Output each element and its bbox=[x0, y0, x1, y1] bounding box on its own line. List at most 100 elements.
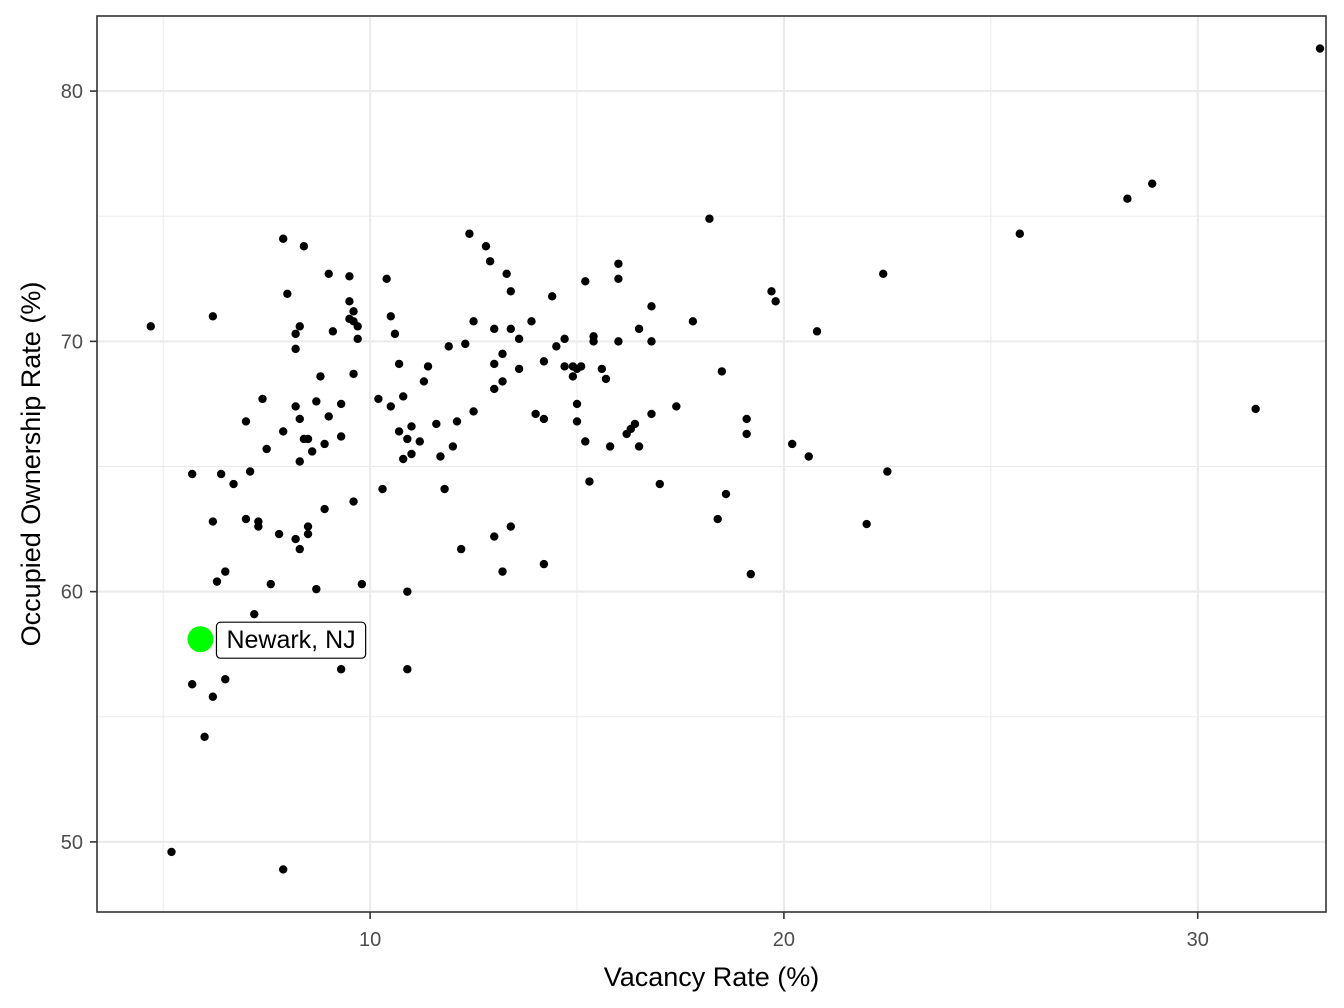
data-point bbox=[187, 680, 197, 689]
data-point bbox=[349, 369, 358, 379]
data-point bbox=[705, 214, 714, 223]
data-point bbox=[407, 422, 416, 431]
data-point bbox=[1315, 44, 1325, 53]
data-point bbox=[456, 544, 466, 554]
data-point bbox=[527, 317, 536, 326]
data-point bbox=[291, 329, 300, 339]
data-point bbox=[403, 665, 412, 674]
data-point bbox=[316, 372, 325, 381]
y-tick-label: 50 bbox=[61, 832, 83, 854]
data-point bbox=[506, 522, 516, 531]
x-tick-label: 10 bbox=[359, 929, 381, 951]
data-point bbox=[146, 322, 155, 331]
data-point bbox=[742, 414, 751, 424]
data-point bbox=[407, 449, 416, 459]
data-point bbox=[581, 437, 590, 446]
data-point bbox=[262, 444, 271, 454]
data-point bbox=[630, 419, 640, 429]
data-point bbox=[279, 427, 288, 436]
data-point bbox=[291, 344, 300, 354]
data-point bbox=[212, 577, 222, 586]
data-point bbox=[403, 587, 412, 596]
data-point bbox=[469, 407, 478, 416]
data-point bbox=[221, 675, 230, 684]
data-point bbox=[336, 665, 346, 674]
data-point bbox=[374, 394, 383, 404]
y-tick-label: 60 bbox=[61, 582, 83, 604]
data-point bbox=[498, 349, 507, 359]
data-point bbox=[655, 479, 664, 489]
data-point bbox=[490, 359, 499, 369]
highlight-label: Newark, NJ bbox=[226, 626, 355, 654]
data-point bbox=[279, 865, 288, 874]
data-point bbox=[245, 467, 255, 476]
data-point bbox=[771, 297, 780, 306]
data-point bbox=[187, 469, 197, 479]
data-point bbox=[345, 297, 354, 306]
data-point bbox=[547, 292, 557, 301]
data-point bbox=[386, 312, 396, 321]
data-point bbox=[336, 432, 346, 441]
data-point bbox=[349, 497, 358, 506]
data-point bbox=[647, 409, 656, 419]
data-point bbox=[229, 479, 238, 489]
x-axis-title: Vacancy Rate (%) bbox=[604, 962, 820, 992]
data-point bbox=[581, 277, 590, 286]
data-point bbox=[787, 439, 797, 449]
data-point bbox=[295, 457, 304, 466]
data-point bbox=[862, 519, 871, 529]
data-point bbox=[208, 692, 218, 701]
data-point bbox=[1148, 179, 1157, 188]
data-point bbox=[742, 429, 751, 439]
data-point bbox=[804, 452, 813, 461]
major-gridlines bbox=[97, 16, 1326, 912]
data-point bbox=[295, 414, 304, 424]
data-point bbox=[614, 259, 623, 268]
data-point bbox=[216, 469, 226, 479]
data-point bbox=[572, 417, 582, 426]
data-point bbox=[291, 534, 300, 544]
data-point bbox=[531, 409, 540, 419]
data-point bbox=[502, 269, 511, 278]
data-point bbox=[241, 514, 251, 524]
data-point bbox=[241, 417, 251, 426]
data-point bbox=[221, 567, 230, 576]
y-tick-label: 70 bbox=[61, 331, 83, 353]
data-point bbox=[634, 324, 644, 334]
data-point bbox=[258, 394, 267, 404]
data-point bbox=[390, 329, 400, 339]
data-point bbox=[200, 732, 209, 742]
data-point bbox=[560, 362, 569, 371]
data-point bbox=[208, 517, 218, 526]
data-point bbox=[291, 402, 300, 411]
panel-border bbox=[96, 15, 1327, 913]
data-point bbox=[465, 229, 474, 238]
data-point bbox=[461, 339, 470, 349]
data-point bbox=[879, 269, 888, 278]
data-point bbox=[560, 334, 569, 344]
data-point bbox=[394, 427, 404, 436]
highlight-label-box bbox=[215, 621, 367, 659]
data-point bbox=[353, 322, 362, 331]
data-point bbox=[312, 397, 321, 406]
data-point bbox=[576, 362, 586, 371]
data-point bbox=[295, 322, 304, 331]
data-point bbox=[167, 847, 176, 857]
data-point bbox=[469, 317, 478, 326]
data-point bbox=[208, 312, 218, 321]
data-point bbox=[353, 334, 362, 344]
data-point bbox=[320, 439, 329, 449]
data-point bbox=[345, 272, 354, 281]
x-axis: 10 20 30 bbox=[359, 912, 1209, 951]
data-point bbox=[440, 484, 449, 494]
data-point bbox=[283, 289, 292, 299]
data-point bbox=[614, 337, 623, 346]
data-point bbox=[490, 384, 499, 394]
data-point bbox=[539, 414, 549, 424]
data-point bbox=[746, 569, 756, 579]
data-point bbox=[357, 579, 367, 589]
data-point bbox=[415, 437, 424, 446]
y-axis-title: Occupied Ownership Rate (%) bbox=[16, 282, 46, 647]
x-tick-label: 20 bbox=[773, 929, 795, 951]
